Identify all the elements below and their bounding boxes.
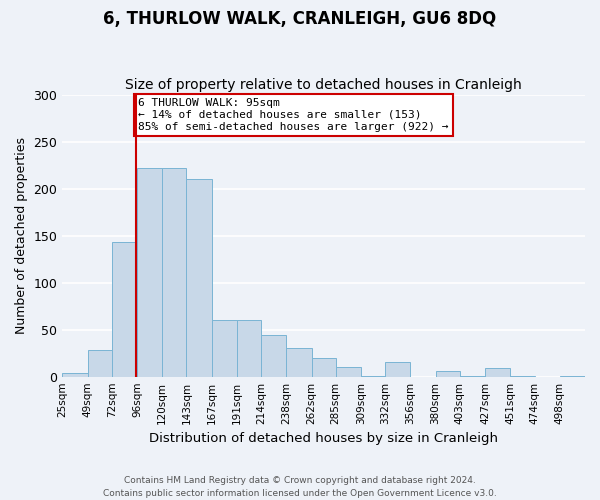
- Title: Size of property relative to detached houses in Cranleigh: Size of property relative to detached ho…: [125, 78, 522, 92]
- Bar: [336, 368, 361, 376]
- Bar: [137, 168, 162, 376]
- Text: Contains HM Land Registry data © Crown copyright and database right 2024.
Contai: Contains HM Land Registry data © Crown c…: [103, 476, 497, 498]
- Bar: [162, 168, 187, 376]
- Bar: [187, 179, 212, 376]
- Bar: [62, 373, 88, 376]
- Bar: [485, 368, 511, 376]
- Bar: [311, 358, 336, 376]
- Text: 6, THURLOW WALK, CRANLEIGH, GU6 8DQ: 6, THURLOW WALK, CRANLEIGH, GU6 8DQ: [103, 10, 497, 28]
- Bar: [286, 348, 311, 376]
- Bar: [112, 242, 137, 376]
- Bar: [436, 371, 460, 376]
- X-axis label: Distribution of detached houses by size in Cranleigh: Distribution of detached houses by size …: [149, 432, 498, 445]
- Bar: [88, 350, 112, 376]
- Bar: [237, 320, 261, 376]
- Bar: [385, 362, 410, 376]
- Bar: [261, 336, 286, 376]
- Text: 6 THURLOW WALK: 95sqm
← 14% of detached houses are smaller (153)
85% of semi-det: 6 THURLOW WALK: 95sqm ← 14% of detached …: [138, 98, 449, 132]
- Bar: [212, 320, 237, 376]
- Y-axis label: Number of detached properties: Number of detached properties: [15, 137, 28, 334]
